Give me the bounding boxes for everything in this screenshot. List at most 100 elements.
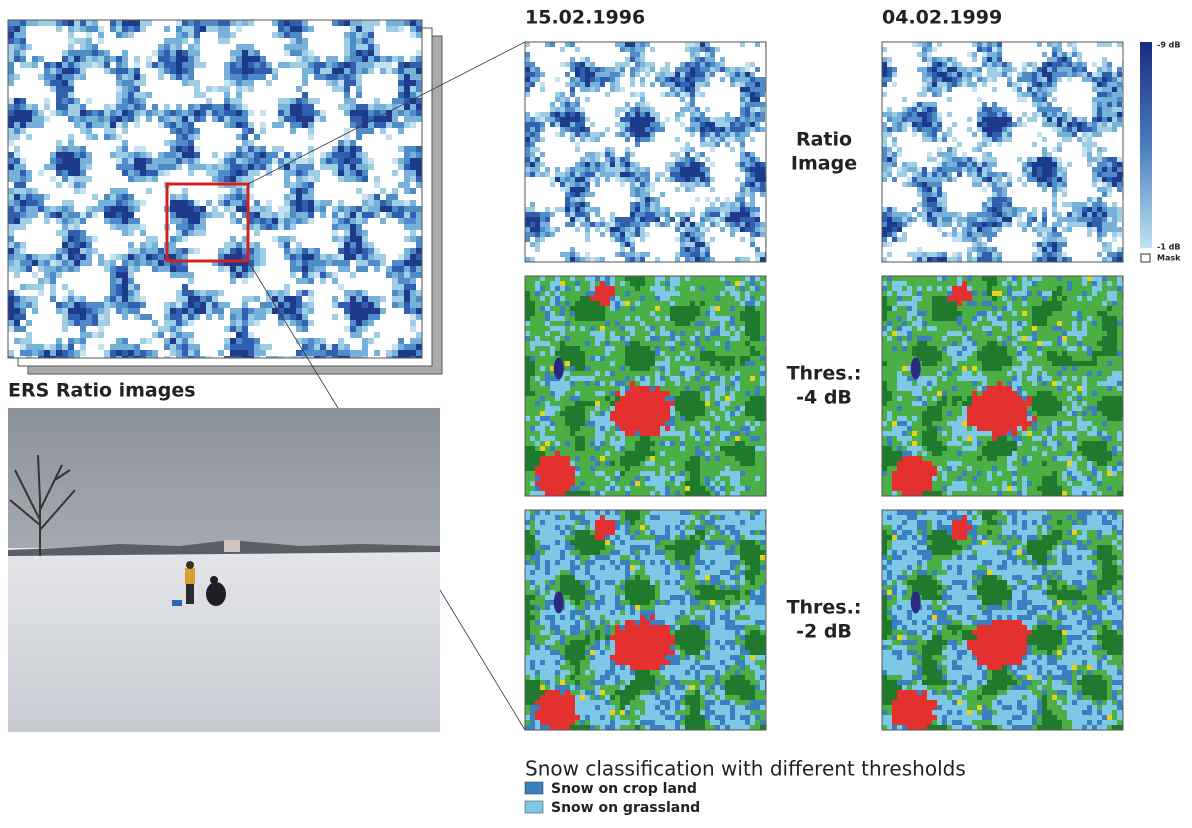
pixel bbox=[1087, 142, 1092, 147]
pixel bbox=[1107, 87, 1112, 92]
pixel bbox=[374, 212, 380, 218]
pixel bbox=[665, 361, 670, 366]
pixel bbox=[580, 167, 585, 172]
pixel bbox=[715, 62, 720, 67]
pixel bbox=[146, 188, 152, 194]
pixel bbox=[937, 162, 942, 167]
pixel bbox=[314, 110, 320, 116]
pixel bbox=[645, 232, 650, 237]
pixel bbox=[1002, 122, 1007, 127]
pixel bbox=[530, 207, 535, 212]
pixel bbox=[416, 20, 422, 26]
pixel bbox=[685, 311, 690, 316]
pixel bbox=[730, 122, 735, 127]
pixel bbox=[1002, 192, 1007, 197]
pixel bbox=[972, 177, 977, 182]
pixel bbox=[62, 50, 68, 56]
pixel bbox=[595, 316, 600, 321]
pixel bbox=[892, 142, 897, 147]
pixel bbox=[362, 68, 368, 74]
pixel bbox=[56, 20, 62, 26]
pixel bbox=[585, 137, 590, 142]
pixel bbox=[595, 227, 600, 232]
pixel bbox=[750, 117, 755, 122]
pixel bbox=[882, 242, 887, 247]
pixel bbox=[278, 212, 284, 218]
pixel bbox=[272, 218, 278, 224]
pixel bbox=[655, 336, 660, 341]
pixel bbox=[655, 371, 660, 376]
pixel bbox=[308, 50, 314, 56]
pixel bbox=[1002, 222, 1007, 227]
pixel bbox=[188, 170, 194, 176]
pixel bbox=[740, 147, 745, 152]
pixel bbox=[1022, 92, 1027, 97]
pixel bbox=[140, 254, 146, 260]
pixel bbox=[665, 62, 670, 67]
pixel bbox=[254, 320, 260, 326]
pixel bbox=[670, 82, 675, 87]
pixel bbox=[188, 314, 194, 320]
pixel bbox=[110, 194, 116, 200]
pixel bbox=[1047, 232, 1052, 237]
pixel bbox=[308, 206, 314, 212]
pixel bbox=[1027, 92, 1032, 97]
pixel bbox=[236, 254, 242, 260]
pixel bbox=[695, 237, 700, 242]
pixel bbox=[146, 152, 152, 158]
pixel bbox=[368, 308, 374, 314]
pixel bbox=[1032, 242, 1037, 247]
pixel bbox=[902, 117, 907, 122]
pixel bbox=[392, 212, 398, 218]
pixel bbox=[170, 206, 176, 212]
pixel bbox=[1097, 117, 1102, 122]
pixel bbox=[20, 224, 26, 230]
pixel bbox=[56, 92, 62, 98]
pixel bbox=[957, 167, 962, 172]
pixel bbox=[967, 222, 972, 227]
pixel bbox=[570, 177, 575, 182]
pixel bbox=[755, 351, 760, 356]
pixel bbox=[892, 222, 897, 227]
pixel bbox=[600, 172, 605, 177]
pixel bbox=[182, 272, 188, 278]
pixel bbox=[242, 176, 248, 182]
pixel bbox=[110, 128, 116, 134]
pixel bbox=[755, 97, 760, 102]
pixel bbox=[997, 197, 1002, 202]
pixel bbox=[575, 132, 580, 137]
pixel bbox=[356, 320, 362, 326]
pixel bbox=[68, 350, 74, 356]
pixel bbox=[630, 366, 635, 371]
pixel bbox=[640, 217, 645, 222]
pixel bbox=[74, 116, 80, 122]
pixel bbox=[56, 158, 62, 164]
pixel bbox=[1092, 182, 1097, 187]
pixel bbox=[410, 20, 416, 26]
pixel bbox=[932, 257, 937, 262]
pixel bbox=[640, 366, 645, 371]
pixel bbox=[206, 290, 212, 296]
pixel bbox=[8, 236, 14, 242]
pixel bbox=[685, 187, 690, 192]
pixel bbox=[750, 62, 755, 67]
pixel bbox=[892, 162, 897, 167]
pixel bbox=[182, 122, 188, 128]
pixel bbox=[882, 172, 887, 177]
pixel bbox=[416, 176, 422, 182]
pixel bbox=[932, 172, 937, 177]
pixel bbox=[887, 72, 892, 77]
pixel bbox=[585, 172, 590, 177]
pixel bbox=[338, 68, 344, 74]
pixel bbox=[128, 158, 134, 164]
pixel bbox=[218, 176, 224, 182]
pixel bbox=[745, 92, 750, 97]
pixel bbox=[745, 117, 750, 122]
pixel bbox=[555, 316, 560, 321]
pixel bbox=[997, 42, 1002, 47]
pixel bbox=[68, 224, 74, 230]
pixel bbox=[585, 162, 590, 167]
pixel bbox=[20, 32, 26, 38]
pixel bbox=[1097, 197, 1102, 202]
pixel bbox=[164, 122, 170, 128]
